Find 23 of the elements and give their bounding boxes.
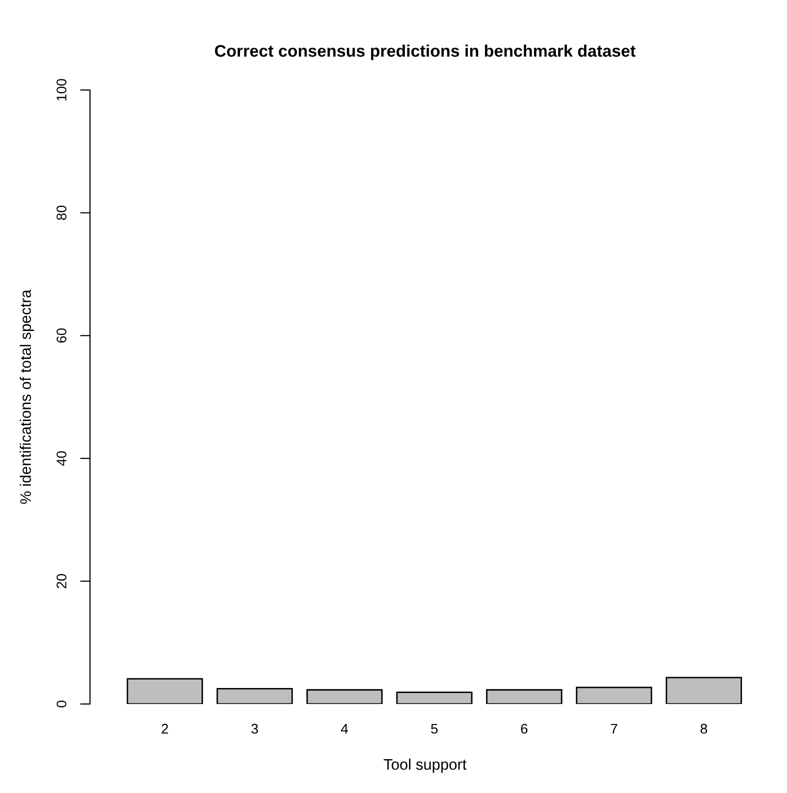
bar (306, 689, 383, 704)
x-tick-label: 3 (251, 724, 258, 734)
chart-title: Correct consensus predictions in benchmark dataset (214, 44, 636, 60)
x-tick-label: 4 (340, 724, 348, 734)
bar (396, 692, 472, 704)
y-tick-label: 60 (56, 328, 66, 343)
y-tick-label: 40 (56, 451, 66, 466)
x-tick-label: 2 (162, 724, 168, 734)
y-tick-label: 100 (56, 78, 66, 101)
y-tick-label: 80 (56, 206, 66, 220)
y-axis-title: % identifications of total spectra (20, 290, 34, 504)
bar (486, 689, 562, 704)
bar (126, 678, 203, 704)
x-tick-label: 5 (431, 724, 438, 734)
x-tick-label: 8 (700, 724, 708, 734)
bar (576, 686, 652, 704)
y-tick-label: 0 (56, 700, 66, 708)
bar (666, 676, 742, 704)
bar (216, 688, 293, 704)
x-tick-label: 7 (610, 724, 618, 734)
y-tick-label: 20 (56, 574, 66, 588)
x-axis-title: Tool support (384, 758, 467, 773)
x-tick-label: 6 (521, 724, 528, 734)
